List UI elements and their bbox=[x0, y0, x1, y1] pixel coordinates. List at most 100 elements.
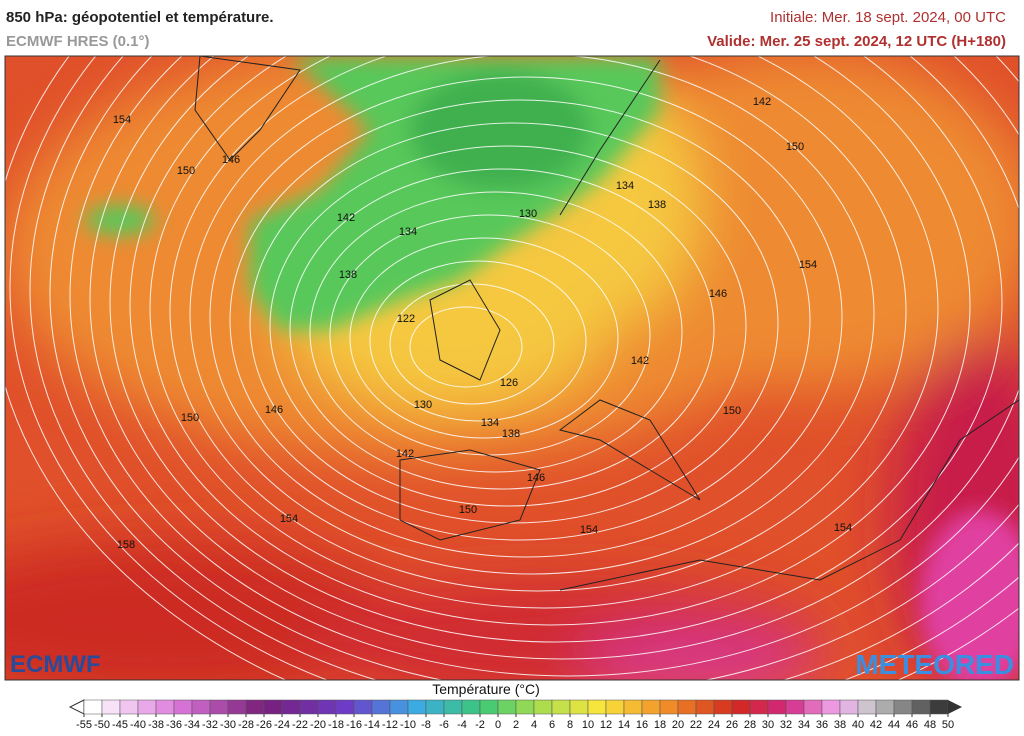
contour-label: 154 bbox=[834, 522, 852, 534]
colorbar-cell bbox=[533, 699, 553, 715]
colorbar-cell bbox=[695, 699, 715, 715]
colorbar-cell bbox=[119, 699, 139, 715]
colorbar-tick-label: 16 bbox=[636, 719, 648, 731]
colorbar-cell bbox=[623, 699, 643, 715]
colorbar-tick-label: -38 bbox=[148, 719, 164, 731]
colorbar-tick-label: -30 bbox=[220, 719, 236, 731]
colorbar-cell bbox=[785, 699, 805, 715]
colorbar-tick-label: 30 bbox=[762, 719, 774, 731]
colorbar-tick-label: 44 bbox=[888, 719, 900, 731]
contour-line bbox=[349, 237, 619, 439]
contour-line bbox=[369, 260, 587, 422]
colorbar-tick-label: -14 bbox=[364, 719, 380, 731]
contour-line bbox=[409, 306, 523, 388]
colorbar-tick-label: -36 bbox=[166, 719, 182, 731]
contour-line bbox=[109, 56, 1003, 643]
contour-label: 154 bbox=[113, 114, 131, 126]
contour-line bbox=[129, 56, 971, 626]
colorbar-cell bbox=[731, 699, 751, 715]
contour-label: 158 bbox=[117, 539, 135, 551]
colorbar-tick-label: 42 bbox=[870, 719, 882, 731]
colorbar-cell bbox=[281, 699, 301, 715]
colorbar-tick-label: 34 bbox=[798, 719, 810, 731]
colorbar-cell bbox=[245, 699, 265, 715]
contour-label: 130 bbox=[519, 208, 537, 220]
colorbar-tick-label: 18 bbox=[654, 719, 666, 731]
colorbar-cell bbox=[713, 699, 733, 715]
contour-line bbox=[229, 99, 811, 541]
contour-line bbox=[309, 191, 683, 473]
colorbar-cell bbox=[137, 699, 157, 715]
contour-label: 134 bbox=[481, 417, 499, 429]
colorbar-cell bbox=[821, 699, 841, 715]
colorbar-cell bbox=[209, 699, 229, 715]
colorbar-cell bbox=[893, 699, 913, 715]
colorbar-tick-label: -2 bbox=[475, 719, 485, 731]
colorbar-cell bbox=[497, 699, 517, 715]
colorbar-tick-label: 36 bbox=[816, 719, 828, 731]
colorbar-tick-label: 38 bbox=[834, 719, 846, 731]
contour-label: 150 bbox=[786, 141, 804, 153]
contour-label: 138 bbox=[502, 428, 520, 440]
contour-label: 150 bbox=[177, 165, 195, 177]
colorbar-tick-label: -28 bbox=[238, 719, 254, 731]
colorbar-cell bbox=[263, 699, 283, 715]
colorbar-cell bbox=[479, 699, 499, 715]
contour-label: 138 bbox=[339, 269, 357, 281]
contour-label: 146 bbox=[222, 154, 240, 166]
colorbar-tick-label: -6 bbox=[439, 719, 449, 731]
contour-line bbox=[289, 168, 715, 490]
colorbar-tick-label: 32 bbox=[780, 719, 792, 731]
coastlines bbox=[194, 56, 1019, 591]
colorbar-cell bbox=[389, 699, 409, 715]
colorbar-tick-label: 12 bbox=[600, 719, 612, 731]
colorbar-tick-label: 6 bbox=[549, 719, 555, 731]
colorbar-cell bbox=[875, 699, 895, 715]
colorbar-cell bbox=[155, 699, 175, 715]
contour-label: 122 bbox=[397, 313, 415, 325]
contour-label: 146 bbox=[527, 472, 545, 484]
initial-time: Initiale: Mer. 18 sept. 2024, 00 UTC bbox=[770, 9, 1006, 26]
colorbar-cell bbox=[461, 699, 481, 715]
colorbar-cell bbox=[299, 699, 319, 715]
colorbar-tick-label: 8 bbox=[567, 719, 573, 731]
colorbar-tick-label: 26 bbox=[726, 719, 738, 731]
colorbar-tick-label: 0 bbox=[495, 719, 501, 731]
colorbar-tick-label: 10 bbox=[582, 719, 594, 731]
colorbar-cell bbox=[857, 699, 877, 715]
contour-line bbox=[29, 56, 1019, 680]
colorbar-cell bbox=[443, 699, 463, 715]
contour-label: 154 bbox=[799, 259, 817, 271]
contour-line bbox=[189, 56, 875, 575]
colorbar-tick-label: 2 bbox=[513, 719, 519, 731]
colorbar-cell bbox=[425, 699, 445, 715]
colorbar-title: Température (°C) bbox=[432, 681, 540, 697]
colorbar-tick-label: -55 bbox=[76, 719, 92, 731]
colorbar-tick-label: 22 bbox=[690, 719, 702, 731]
colorbar-cell bbox=[605, 699, 625, 715]
colorbar-cell bbox=[551, 699, 571, 715]
colorbar-tick-label: -40 bbox=[130, 719, 146, 731]
contour-line bbox=[249, 122, 779, 524]
contour-label: 126 bbox=[500, 377, 518, 389]
map-frame bbox=[4, 55, 1020, 681]
colorbar-cell bbox=[407, 699, 427, 715]
colorbar-tick-label: -8 bbox=[421, 719, 431, 731]
colorbar-cell bbox=[929, 699, 949, 715]
colorbar-cell bbox=[659, 699, 679, 715]
colorbar-tick-label: 28 bbox=[744, 719, 756, 731]
colorbar-cell bbox=[173, 699, 193, 715]
colorbar-tick-label: 46 bbox=[906, 719, 918, 731]
contour-line bbox=[169, 56, 907, 592]
contour-line bbox=[149, 56, 939, 609]
colorbar-cell bbox=[803, 699, 823, 715]
colorbar-cell bbox=[569, 699, 589, 715]
colorbar-tick-label: -22 bbox=[292, 719, 308, 731]
colorbar-tick-label: 24 bbox=[708, 719, 720, 731]
colorbar-cell bbox=[587, 699, 607, 715]
colorbar-cell bbox=[371, 699, 391, 715]
colorbar-cell bbox=[767, 699, 787, 715]
